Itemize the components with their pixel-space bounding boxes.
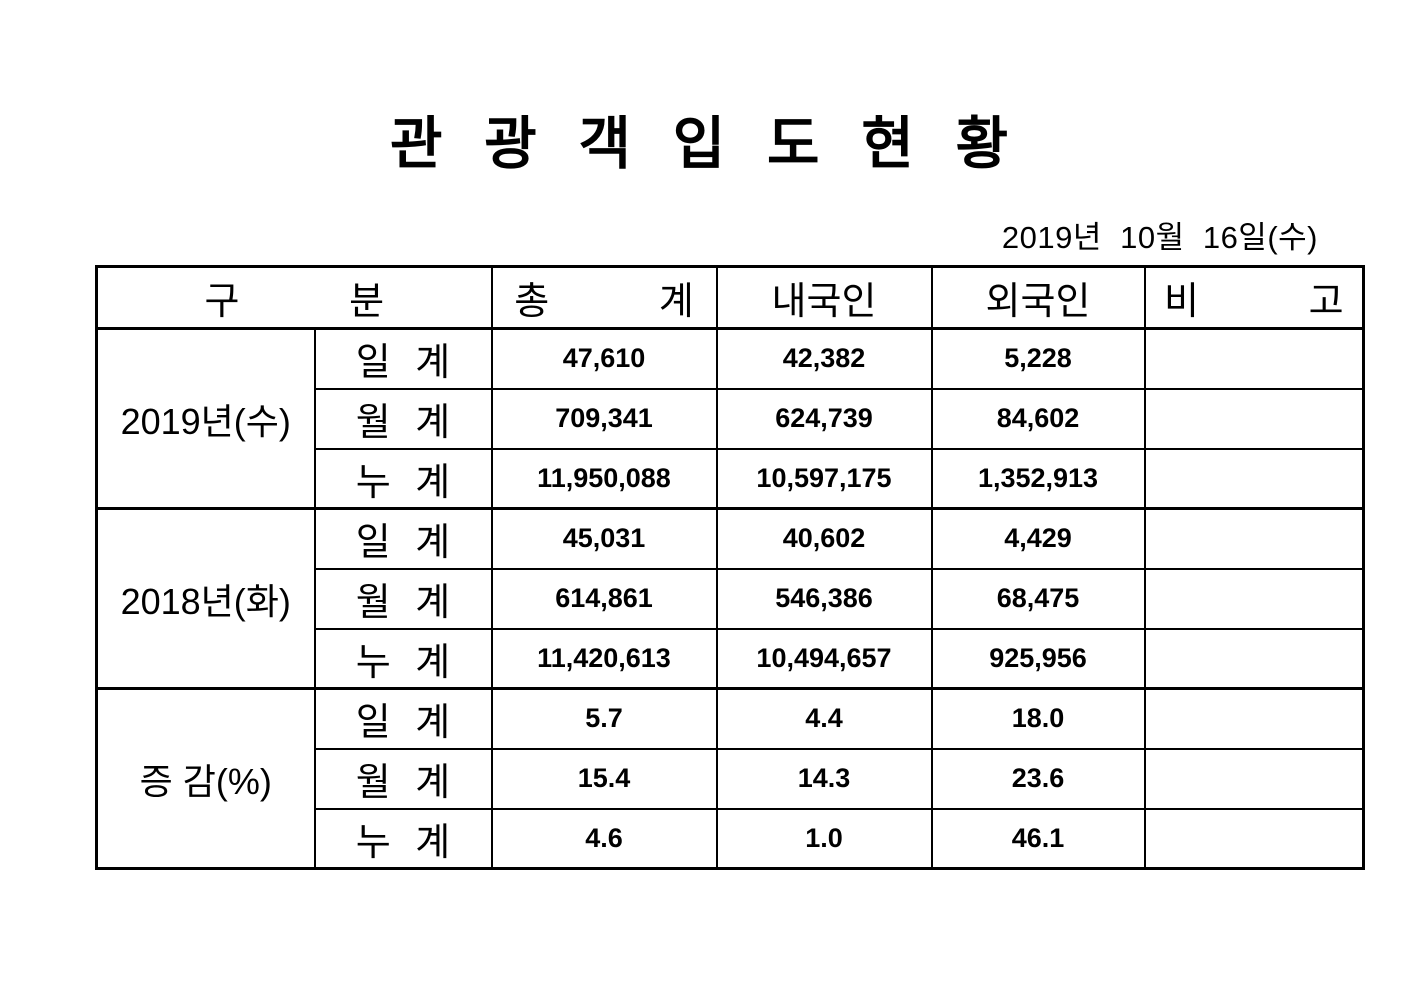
note-cell xyxy=(1143,447,1365,510)
header-domestic: 내국인 xyxy=(715,265,933,330)
foreign-value: 925,956 xyxy=(930,627,1146,690)
total-value: 614,861 xyxy=(490,567,718,630)
foreign-value: 46.1 xyxy=(930,807,1146,870)
group-label-2018: 2018년(화) xyxy=(95,507,316,690)
note-cell xyxy=(1143,507,1365,570)
total-value: 47,610 xyxy=(490,327,718,390)
row-label-monthly: 월 계 xyxy=(313,747,493,810)
foreign-value: 84,602 xyxy=(930,387,1146,450)
total-value: 5.7 xyxy=(490,687,718,750)
header-total: 총 계 xyxy=(490,265,718,330)
foreign-value: 1,352,913 xyxy=(930,447,1146,510)
table-row: 누 계 4.6 1.0 46.1 xyxy=(97,807,1365,870)
foreign-value: 4,429 xyxy=(930,507,1146,570)
note-cell xyxy=(1143,567,1365,630)
page-title: 관 광 객 입 도 현 황 xyxy=(389,112,1014,176)
row-label-daily: 일 계 xyxy=(313,327,493,390)
header-foreign: 외국인 xyxy=(930,265,1146,330)
table-row: 월 계 709,341 624,739 84,602 xyxy=(97,387,1365,450)
table-row: 2019년(수) 일 계 47,610 42,382 5,228 xyxy=(95,327,1365,510)
note-cell xyxy=(1143,747,1365,810)
note-cell xyxy=(1143,327,1365,390)
note-cell xyxy=(1143,387,1365,450)
note-cell xyxy=(1143,627,1365,690)
group-label-2019: 2019년(수) xyxy=(95,327,316,510)
report-date: 2019년 10월 16일(수) xyxy=(1001,220,1318,255)
domestic-value: 42,382 xyxy=(715,327,933,390)
stats-table: 구 분 총 계 내국인 외국인 비 고 2019년(수) 일 계 47,610 … xyxy=(95,265,1365,870)
table-row: 증 감(%) 일 계 5.7 4.4 18.0 xyxy=(95,687,1365,870)
note-cell xyxy=(1143,687,1365,750)
total-value: 11,420,613 xyxy=(490,627,718,690)
row-label-monthly: 월 계 xyxy=(313,387,493,450)
domestic-value: 624,739 xyxy=(715,387,933,450)
row-label-daily: 일 계 xyxy=(313,507,493,570)
domestic-value: 10,494,657 xyxy=(715,627,933,690)
row-label-cumulative: 누 계 xyxy=(313,447,493,510)
domestic-value: 546,386 xyxy=(715,567,933,630)
row-label-cumulative: 누 계 xyxy=(313,627,493,690)
foreign-value: 23.6 xyxy=(930,747,1146,810)
total-value: 45,031 xyxy=(490,507,718,570)
foreign-value: 68,475 xyxy=(930,567,1146,630)
table-row: 누 계 11,420,613 10,494,657 925,956 xyxy=(97,627,1365,690)
row-label-monthly: 월 계 xyxy=(313,567,493,630)
total-value: 4.6 xyxy=(490,807,718,870)
table-row: 월 계 614,861 546,386 68,475 xyxy=(97,567,1365,630)
domestic-value: 1.0 xyxy=(715,807,933,870)
foreign-value: 5,228 xyxy=(930,327,1146,390)
domestic-value: 10,597,175 xyxy=(715,447,933,510)
foreign-value: 18.0 xyxy=(930,687,1146,750)
row-label-cumulative: 누 계 xyxy=(313,807,493,870)
domestic-value: 40,602 xyxy=(715,507,933,570)
row-label-daily: 일 계 xyxy=(313,687,493,750)
total-value: 11,950,088 xyxy=(490,447,718,510)
group-label-change: 증 감(%) xyxy=(95,687,316,870)
table-row: 월 계 15.4 14.3 23.6 xyxy=(97,747,1365,810)
table-row: 누 계 11,950,088 10,597,175 1,352,913 xyxy=(97,447,1365,510)
header-note: 비 고 xyxy=(1143,265,1365,330)
table-row: 2018년(화) 일 계 45,031 40,602 4,429 xyxy=(95,507,1365,690)
domestic-value: 14.3 xyxy=(715,747,933,810)
table-header-row: 구 분 총 계 내국인 외국인 비 고 xyxy=(95,265,1365,330)
total-value: 709,341 xyxy=(490,387,718,450)
note-cell xyxy=(1143,807,1365,870)
header-category: 구 분 xyxy=(95,265,493,330)
domestic-value: 4.4 xyxy=(715,687,933,750)
total-value: 15.4 xyxy=(490,747,718,810)
